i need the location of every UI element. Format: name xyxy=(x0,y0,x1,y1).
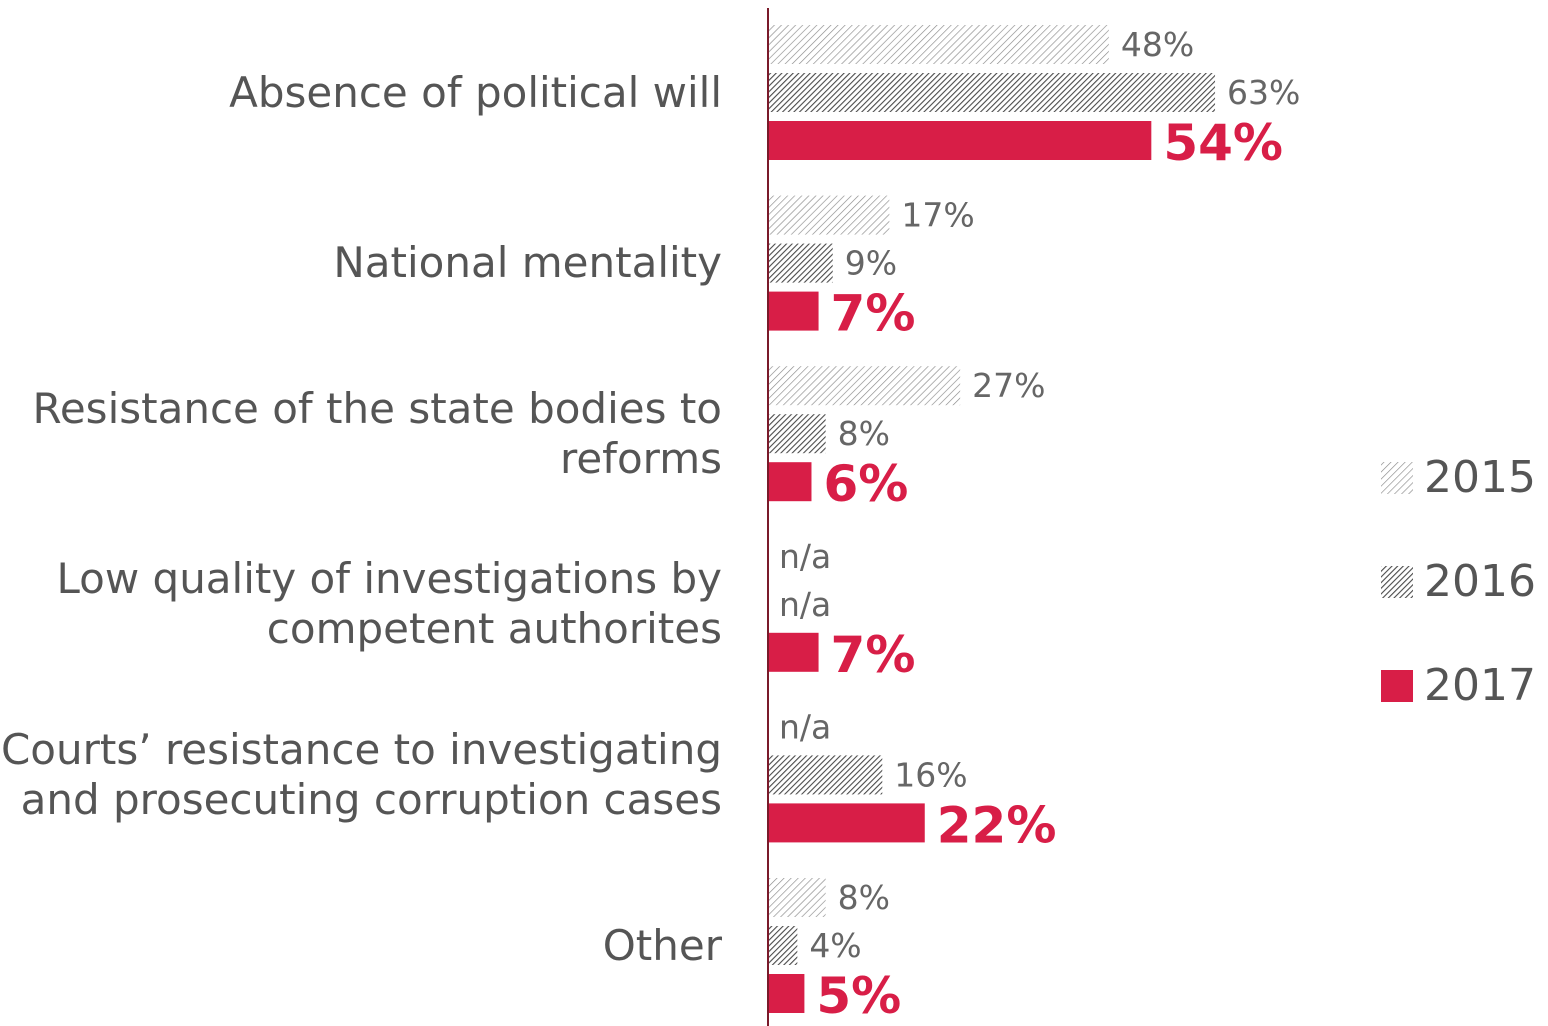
bar xyxy=(769,73,1216,112)
value-label: n/a xyxy=(779,585,831,624)
value-label: 8% xyxy=(838,414,890,453)
bar xyxy=(769,25,1109,64)
category-label: Other xyxy=(602,920,722,970)
bar xyxy=(769,243,833,283)
bar xyxy=(769,926,798,965)
bar xyxy=(769,803,925,843)
bar xyxy=(769,366,961,406)
bar xyxy=(769,462,812,502)
value-label: 22% xyxy=(937,796,1057,854)
value-label: 7% xyxy=(831,626,916,684)
category-label: Courts’ resistance to investigating and … xyxy=(0,724,722,824)
legend-label: 2015 xyxy=(1424,452,1536,503)
category-label: Resistance of the state bodies to reform… xyxy=(32,383,722,483)
value-label: 7% xyxy=(831,285,916,343)
category-label: Low quality of investigations by compete… xyxy=(56,554,722,654)
legend-swatch xyxy=(1381,462,1413,494)
value-label: 27% xyxy=(972,366,1045,405)
value-label: 9% xyxy=(845,244,897,283)
value-label: 48% xyxy=(1121,25,1194,64)
legend-label: 2017 xyxy=(1424,660,1536,711)
value-label: 54% xyxy=(1163,114,1283,172)
bar xyxy=(769,121,1152,160)
bar xyxy=(769,755,883,795)
value-label: 17% xyxy=(901,196,974,235)
value-label: n/a xyxy=(779,537,831,576)
category-label: National mentality xyxy=(333,238,722,288)
value-label: 8% xyxy=(838,878,890,917)
legend-swatch xyxy=(1381,566,1413,598)
value-label: 5% xyxy=(816,967,901,1025)
category-label: Absence of political will xyxy=(229,67,722,117)
value-label: 4% xyxy=(809,926,861,965)
bar xyxy=(769,291,819,331)
value-label: 16% xyxy=(894,755,967,794)
bar xyxy=(769,974,805,1013)
legend-label: 2016 xyxy=(1424,556,1536,607)
bar xyxy=(769,632,819,672)
value-label: 6% xyxy=(823,455,908,513)
bar xyxy=(769,414,826,454)
bar xyxy=(769,195,890,235)
value-label: 63% xyxy=(1227,73,1300,112)
value-label: n/a xyxy=(779,707,831,746)
legend-swatch xyxy=(1381,670,1413,702)
bar xyxy=(769,878,826,917)
